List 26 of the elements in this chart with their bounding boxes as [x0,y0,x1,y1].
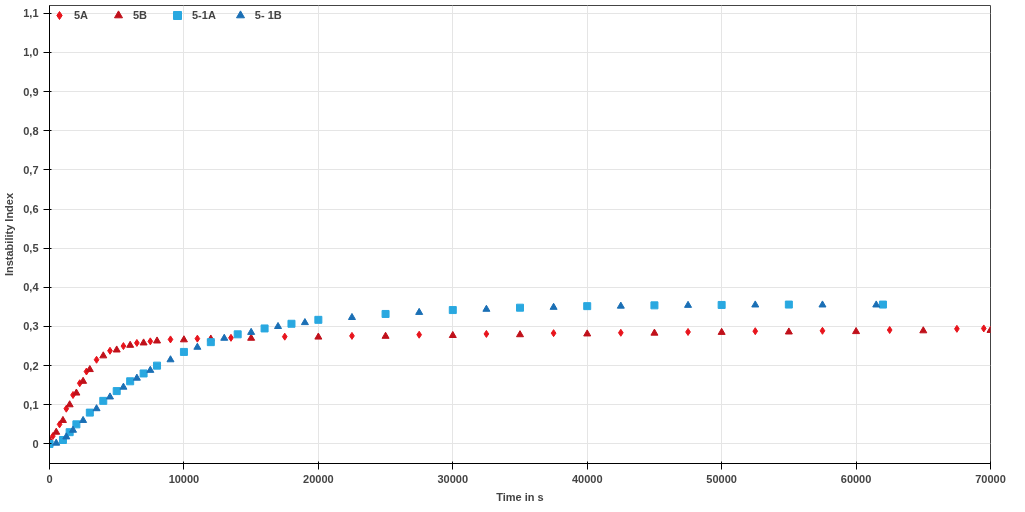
y-tick-label: 0 [32,437,39,450]
x-tick-label: 50000 [706,472,737,485]
x-axis-title: Time in s [496,490,544,503]
y-tick-label: 1,0 [23,46,39,59]
x-tick-label: 40000 [571,472,603,485]
y-tick-label: 0,5 [23,242,39,255]
y-tick-label: 0,9 [23,85,39,98]
y-tick-label: 0,1 [23,398,39,411]
y-tick-label: 1,1 [23,7,39,20]
x-tick-label: 10000 [168,472,200,485]
x-tick-label: 70000 [975,472,1006,485]
legend-label: 5-1A [192,9,216,21]
x-tick-label: 20000 [303,472,334,485]
y-tick-label: 0,3 [23,320,39,333]
legend-label: 5B [133,9,149,21]
x-tick-label: 0 [46,472,53,485]
y-tick-label: 0,2 [23,359,39,372]
y-tick-label: 0,8 [23,124,39,137]
y-tick-label: 0,7 [23,163,39,176]
legend-label: 5A [74,9,90,21]
x-tick-label: 60000 [840,472,872,485]
x-tick-label: 30000 [437,472,469,485]
y-tick-label: 0,4 [23,281,40,294]
y-tick-label: 0,6 [23,203,39,216]
legend-label: 5- 1B [254,9,282,21]
y-axis-title: Instability Index [3,192,16,277]
